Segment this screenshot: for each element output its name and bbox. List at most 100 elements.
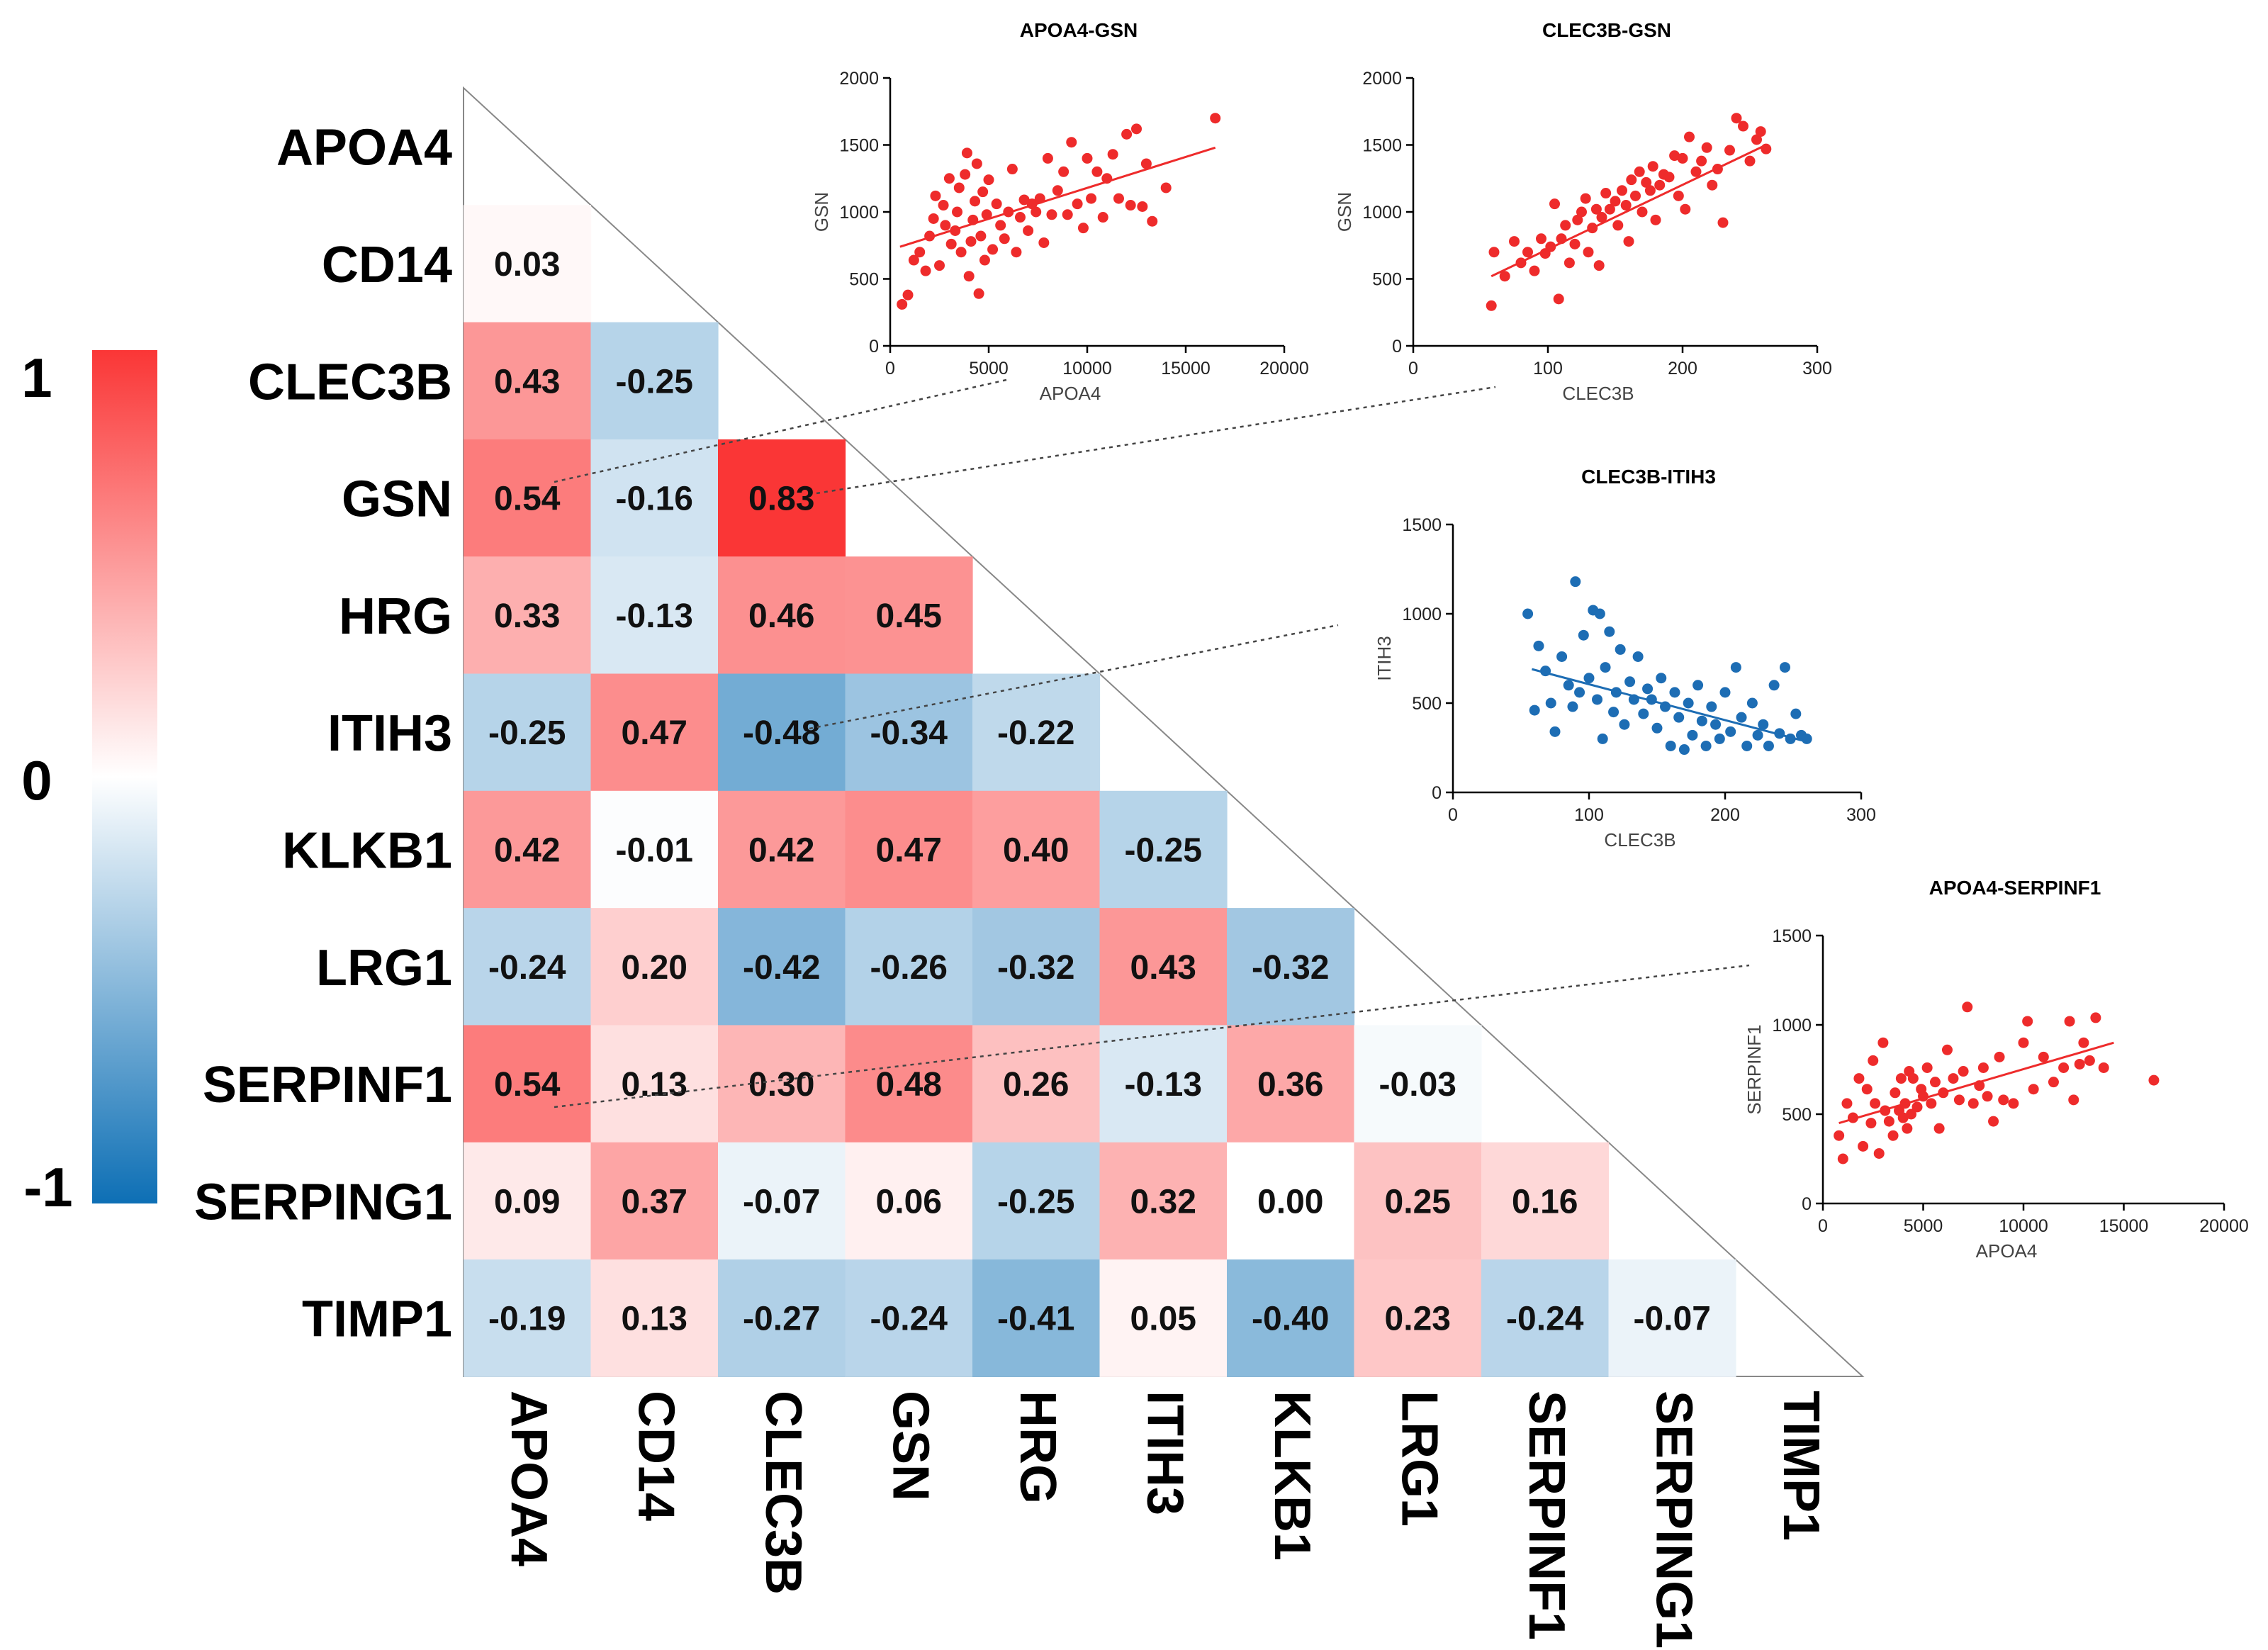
scatter-point <box>1752 729 1763 741</box>
regression-line <box>899 146 1216 248</box>
heatmap-cell-value: -0.27 <box>743 1301 820 1338</box>
scatter-point <box>1736 712 1747 723</box>
scatter-point <box>1779 662 1790 673</box>
scatter-point <box>1746 697 1758 709</box>
scatter-title: CLEC3B-GSN <box>1542 19 1671 41</box>
heatmap-cell-value: -0.34 <box>870 714 948 752</box>
heatmap-cell-value: -0.32 <box>997 949 1074 987</box>
scatter-point <box>979 254 990 266</box>
scatter-point <box>973 288 984 299</box>
heatmap-cell <box>972 908 1101 1026</box>
heatmap-cell-value: 0.23 <box>1385 1301 1451 1338</box>
x-tick-label: 20000 <box>1259 359 1309 378</box>
scatter-point <box>1738 120 1748 132</box>
scatter-point <box>1683 697 1694 709</box>
scatter-point <box>1522 608 1534 619</box>
heatmap-cell-value: -0.13 <box>1125 1066 1202 1104</box>
scatter-point <box>1665 740 1676 751</box>
heatmap-cell-value: 0.13 <box>622 1066 687 1104</box>
scatter-point <box>1731 113 1742 124</box>
heatmap-cells: 0.03 0.43 -0.25 0.54 -0.16 0.83 0.33 -0.13 0.46 0… <box>464 205 1736 1377</box>
scatter-point <box>1941 1044 1953 1055</box>
heatmap-cell <box>464 556 592 675</box>
scatter-point <box>1710 719 1722 730</box>
scatter-point <box>1641 176 1652 188</box>
scatter-point <box>1160 182 1172 193</box>
scatter-point <box>1638 708 1649 719</box>
scatter-point <box>1717 217 1729 228</box>
heatmap-cell <box>845 908 973 1026</box>
scatter-point <box>995 220 1006 231</box>
scatter-point <box>1755 126 1766 138</box>
y-tick-label: 1500 <box>839 136 879 156</box>
scatter-point <box>1113 193 1124 204</box>
x-tick-label: 200 <box>1710 805 1740 825</box>
scatter-point <box>1608 707 1619 718</box>
scatter-point <box>1692 680 1704 691</box>
heatmap-cell <box>590 1025 719 1143</box>
regression-line <box>1491 144 1767 278</box>
heatmap-cell-value: -0.07 <box>743 1183 820 1220</box>
heatmap-column-label: CLEC3B <box>755 1391 812 1595</box>
scatter-point <box>1684 131 1695 142</box>
heatmap-cell-value: 0.83 <box>748 481 814 518</box>
heatmap-cell <box>590 790 719 909</box>
heatmap-cell-value: 0.43 <box>494 363 560 400</box>
scatter-point <box>1637 206 1648 218</box>
regression-line <box>1531 668 1810 743</box>
scatter-point <box>1556 651 1568 662</box>
x-tick-label: 15000 <box>2099 1216 2149 1236</box>
heatmap-cell <box>1099 1259 1228 1377</box>
scatter-point <box>1744 155 1756 167</box>
x-tick-label: 100 <box>1574 805 1604 825</box>
scatter-point <box>1107 149 1118 160</box>
scatter-point <box>1569 238 1581 249</box>
scatter-point <box>1977 1062 1989 1073</box>
scatter-point <box>1719 687 1731 698</box>
scatter-point <box>1696 715 1707 726</box>
scatter-point <box>1933 1123 1945 1134</box>
heatmap-cell <box>464 1025 592 1143</box>
scatter-point <box>902 289 914 301</box>
scatter-point <box>1082 152 1093 164</box>
heatmap-row-label: TIMP1 <box>302 1291 452 1348</box>
heatmap-row-label: GSN <box>342 471 452 528</box>
scatter-point <box>1572 214 1583 225</box>
heatmap-cell-value: -0.25 <box>1125 831 1202 869</box>
scatter-point <box>991 198 1002 210</box>
scatter-point <box>2148 1074 2160 1086</box>
x-tick-label: 5000 <box>1904 1216 1943 1236</box>
heatmap-cell-value: 0.43 <box>1130 949 1196 987</box>
scatter-point <box>965 236 977 247</box>
scatter-point <box>1620 200 1632 211</box>
scatter-point <box>914 247 926 258</box>
heatmap-cell <box>464 322 592 440</box>
scatter-point <box>1883 1116 1894 1127</box>
scatter-point <box>1890 1087 1901 1099</box>
scatter-point <box>1576 206 1587 218</box>
scatter-point <box>1962 1001 1973 1013</box>
scatter-point <box>1921 1062 1933 1073</box>
scatter-point <box>1011 247 1022 258</box>
heatmap-cell-value: 0.30 <box>748 1066 814 1104</box>
scatter-point <box>1669 150 1680 162</box>
scatter-point <box>1673 190 1684 201</box>
scatter-point <box>1948 1073 1959 1084</box>
heatmap-cell <box>845 790 973 909</box>
scatter-point <box>2084 1055 2095 1066</box>
scatter-point <box>1626 174 1637 186</box>
scatter-point <box>2028 1084 2039 1095</box>
scatter-point <box>1597 733 1608 744</box>
scatter-point <box>1873 1147 1885 1159</box>
scatter-point <box>1006 164 1018 175</box>
scatter-point <box>1677 152 1688 164</box>
regression-line <box>1838 1041 2114 1125</box>
scatter-point <box>1926 1098 1937 1109</box>
scatter-point <box>1632 651 1644 662</box>
x-tick-label: 10000 <box>1999 1216 2048 1236</box>
scatter-point <box>1707 179 1718 191</box>
heatmap-cell-value: 0.05 <box>1130 1301 1196 1338</box>
scatter-point <box>1982 1091 1993 1102</box>
x-tick-label: 5000 <box>969 359 1009 378</box>
